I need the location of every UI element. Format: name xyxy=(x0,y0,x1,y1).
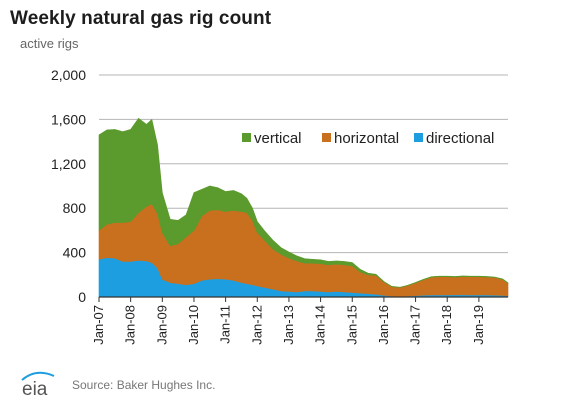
legend-swatch-horizontal xyxy=(322,133,331,142)
y-tick-label: 800 xyxy=(63,200,87,216)
x-tick-label: Jan-16 xyxy=(376,305,391,345)
x-tick-label: Jan-12 xyxy=(249,305,264,345)
y-tick-label: 2,000 xyxy=(51,67,86,83)
y-tick-label: 1,600 xyxy=(51,111,86,127)
x-tick-label: Jan-13 xyxy=(281,305,296,345)
chart-canvas: 0 400 800 1,200 1,600 2,000 Jan-07 Jan-08 Jan-09… xyxy=(51,67,509,345)
legend-swatch-directional xyxy=(414,133,423,142)
x-tick-label: Jan-07 xyxy=(91,305,106,345)
x-tick-label: Jan-18 xyxy=(439,305,454,345)
y-tick-label: 1,200 xyxy=(51,156,86,172)
x-tick-label: Jan-19 xyxy=(471,305,486,345)
x-tick-label: Jan-17 xyxy=(408,305,423,345)
legend-swatch-vertical xyxy=(242,133,251,142)
x-tick-label: Jan-14 xyxy=(313,305,328,345)
y-tick-label: 400 xyxy=(63,245,87,261)
legend: vertical horizontal directional xyxy=(242,130,494,147)
area-series xyxy=(98,117,509,298)
eia-logo-graphic: eia xyxy=(21,371,55,400)
chart-title: Weekly natural gas rig count xyxy=(10,8,272,29)
legend-label-vertical: vertical xyxy=(254,130,302,147)
source-note: Source: Baker Hughes Inc. xyxy=(72,378,216,392)
x-tick-label: Jan-09 xyxy=(154,305,169,345)
area-vertical xyxy=(98,117,509,288)
eia-logo: eia xyxy=(18,366,64,405)
y-axis-label: active rigs xyxy=(20,36,79,51)
x-tick-label: Jan-15 xyxy=(344,305,359,345)
eia-logo-text: eia xyxy=(22,379,48,400)
axes: 0 400 800 1,200 1,600 2,000 Jan-07 Jan-08 Jan-09… xyxy=(51,67,508,345)
x-tick-label: Jan-11 xyxy=(218,305,233,344)
y-tick-label: 0 xyxy=(78,289,86,305)
legend-label-horizontal: horizontal xyxy=(334,130,399,147)
x-tick-label: Jan-10 xyxy=(186,305,201,345)
legend-label-directional: directional xyxy=(426,130,494,147)
x-tick-label: Jan-08 xyxy=(123,305,138,345)
